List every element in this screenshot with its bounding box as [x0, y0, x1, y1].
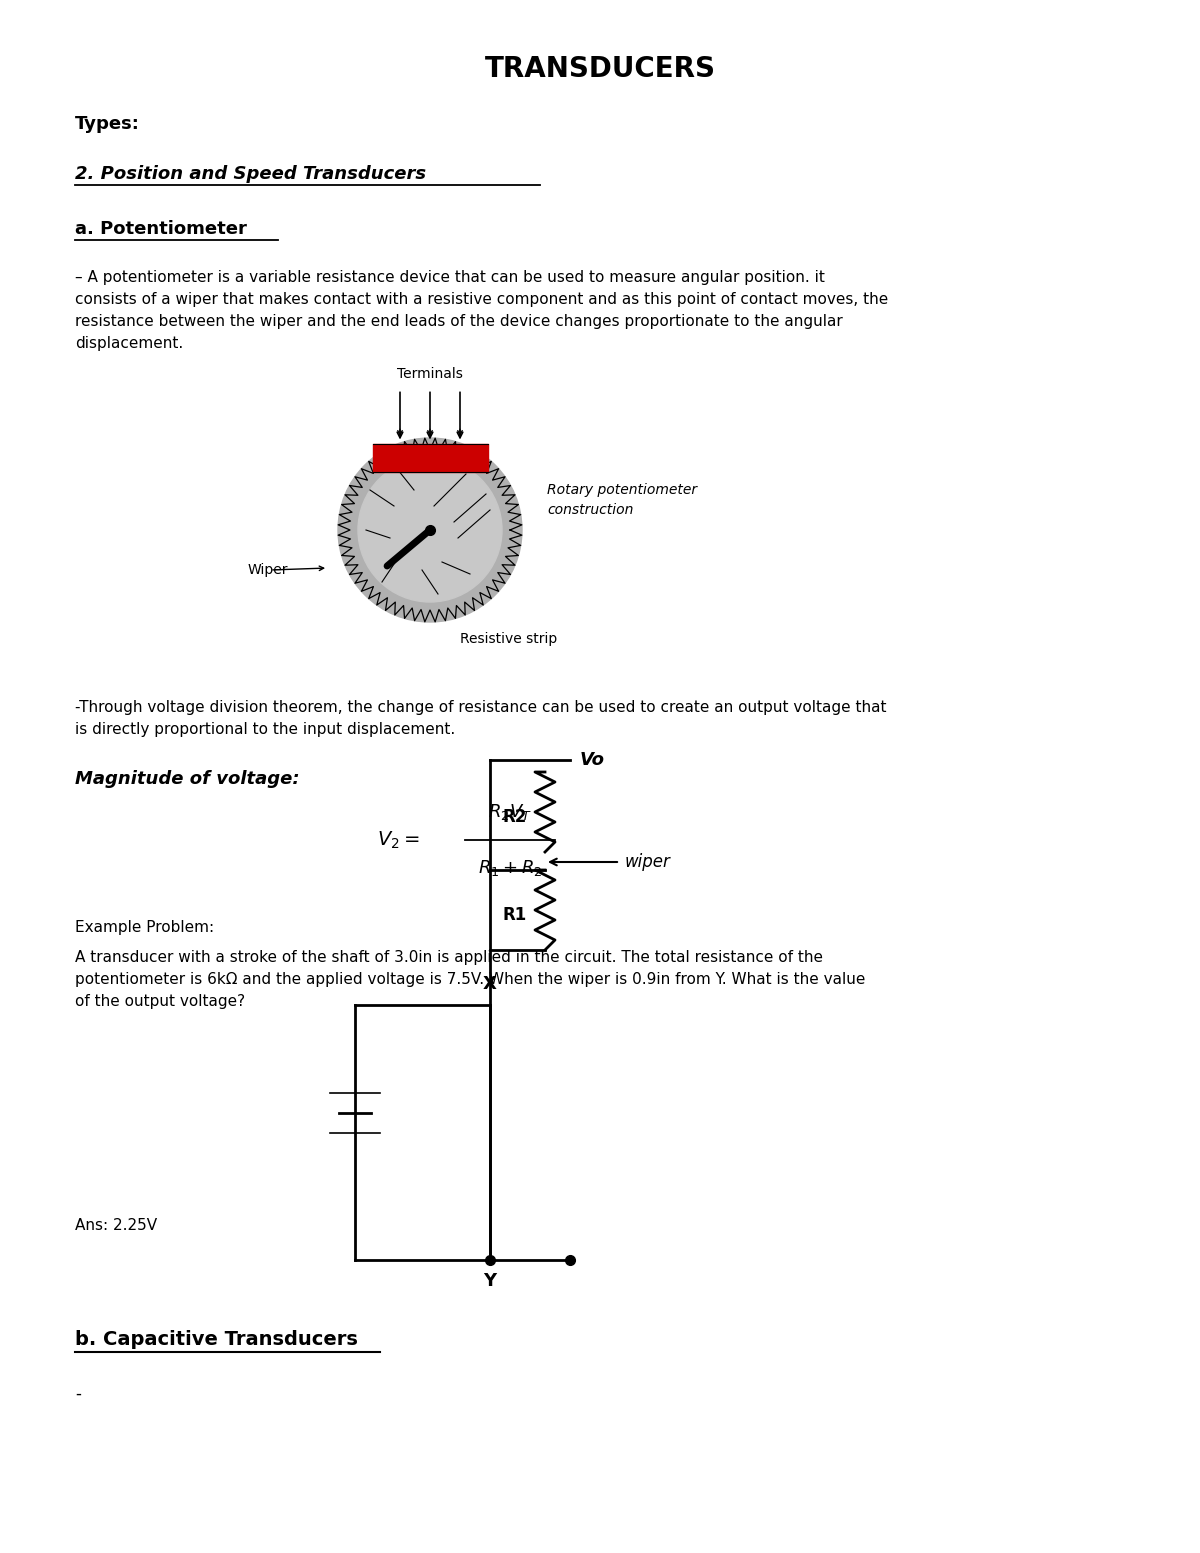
Bar: [372, 444, 487, 472]
Text: consists of a wiper that makes contact with a resistive component and as this po: consists of a wiper that makes contact w…: [74, 292, 888, 307]
Text: Ans: 2.25V: Ans: 2.25V: [74, 1218, 157, 1233]
Text: R2: R2: [502, 808, 527, 826]
Text: $R_1+R_2$: $R_1+R_2$: [478, 857, 542, 877]
Text: is directly proportional to the input displacement.: is directly proportional to the input di…: [74, 722, 455, 738]
Text: resistance between the wiper and the end leads of the device changes proportiona: resistance between the wiper and the end…: [74, 314, 842, 329]
Text: 2. Position and Speed Transducers: 2. Position and Speed Transducers: [74, 165, 426, 183]
Text: Vo: Vo: [580, 752, 605, 769]
Circle shape: [358, 458, 502, 603]
Text: $V_2=$: $V_2=$: [377, 829, 420, 851]
Text: -: -: [74, 1385, 80, 1402]
Text: of the output voltage?: of the output voltage?: [74, 994, 245, 1009]
Text: -Through voltage division theorem, the change of resistance can be used to creat: -Through voltage division theorem, the c…: [74, 700, 887, 714]
Text: Y: Y: [484, 1272, 497, 1291]
Text: displacement.: displacement.: [74, 335, 184, 351]
Text: Rotary potentiometer
construction: Rotary potentiometer construction: [547, 483, 697, 517]
Text: Example Problem:: Example Problem:: [74, 919, 214, 935]
Text: potentiometer is 6kΩ and the applied voltage is 7.5V. When the wiper is 0.9in fr: potentiometer is 6kΩ and the applied vol…: [74, 972, 865, 988]
Text: b. Capacitive Transducers: b. Capacitive Transducers: [74, 1329, 358, 1350]
Text: X: X: [484, 975, 497, 992]
Text: Magnitude of voltage:: Magnitude of voltage:: [74, 770, 300, 787]
Text: Types:: Types:: [74, 115, 140, 134]
Text: TRANSDUCERS: TRANSDUCERS: [485, 54, 715, 82]
Text: Wiper: Wiper: [248, 564, 288, 578]
Circle shape: [338, 438, 522, 623]
Text: – A potentiometer is a variable resistance device that can be used to measure an: – A potentiometer is a variable resistan…: [74, 270, 824, 286]
Text: Resistive strip: Resistive strip: [460, 632, 557, 646]
Text: $R_2V_T$: $R_2V_T$: [488, 801, 532, 822]
Text: Terminals: Terminals: [397, 368, 463, 382]
Text: R1: R1: [502, 905, 527, 924]
Text: A transducer with a stroke of the shaft of 3.0in is applied in the circuit. The : A transducer with a stroke of the shaft …: [74, 950, 823, 964]
Text: wiper: wiper: [625, 853, 671, 871]
Text: a. Potentiometer: a. Potentiometer: [74, 221, 247, 238]
